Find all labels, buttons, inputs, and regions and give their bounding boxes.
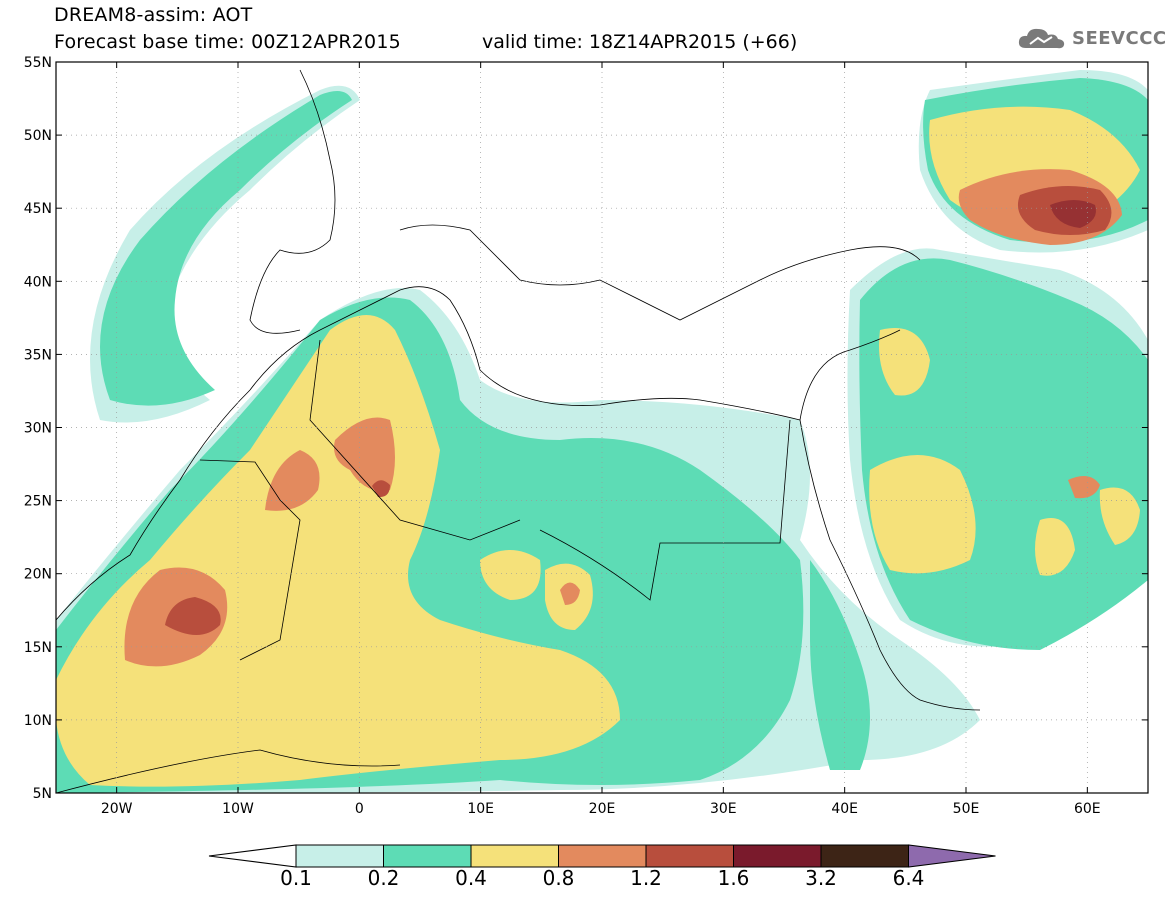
colorbar-high-arrow <box>908 844 996 868</box>
colorbar-label: 0.2 <box>367 866 400 890</box>
colorbar-swatch <box>645 844 734 868</box>
aot-level-0.4 <box>56 106 1140 787</box>
lat-label: 45N <box>24 201 52 217</box>
lat-label: 20N <box>24 567 52 583</box>
colorbar-swatch <box>383 844 472 868</box>
colorbar-swatch <box>470 844 559 868</box>
colorbar-swatch <box>820 844 909 868</box>
lon-label: 50E <box>953 801 980 817</box>
lat-label: 30N <box>24 421 52 437</box>
graticule <box>56 62 1148 793</box>
lon-label: 30E <box>710 801 737 817</box>
lon-label: 10E <box>467 801 494 817</box>
lon-label: 0 <box>355 801 364 817</box>
logo-text: SEEVCCC <box>1072 28 1165 49</box>
lat-label: 55N <box>24 55 52 71</box>
colorbar-label: 1.6 <box>717 866 750 890</box>
lon-label: 20E <box>589 801 616 817</box>
coastlines <box>56 69 981 793</box>
lat-label: 25N <box>24 494 52 510</box>
colorbar-label: 0.8 <box>542 866 575 890</box>
lat-label: 50N <box>24 128 52 144</box>
lat-label: 5N <box>33 786 52 802</box>
seevccc-logo: SEEVCCC <box>1016 24 1165 54</box>
lon-label: 60E <box>1074 801 1101 817</box>
colorbar-swatch <box>558 844 647 868</box>
axis-ticks <box>56 61 1148 794</box>
colorbar <box>208 844 996 868</box>
lon-label: 40E <box>831 801 858 817</box>
colorbar-label: 0.1 <box>280 866 312 890</box>
lon-label: 10W <box>222 801 254 817</box>
colorbar-label: 0.4 <box>455 866 487 890</box>
longitude-labels: 20W 10W 0 10E 20E 30E 40E 50E 60E <box>101 801 1101 817</box>
lat-label: 35N <box>24 347 52 363</box>
aot-field <box>56 70 1148 793</box>
colorbar-swatch <box>733 844 822 868</box>
colorbar-label: 6.4 <box>892 866 925 890</box>
lat-label: 15N <box>24 640 52 656</box>
lon-label: 20W <box>101 801 133 817</box>
lat-label: 10N <box>24 713 52 729</box>
cloud-icon <box>1018 28 1065 49</box>
lat-label: 40N <box>24 274 52 290</box>
forecast-base-time: Forecast base time: 00Z12APR2015 <box>54 31 401 53</box>
colorbar-low-arrow <box>208 844 297 868</box>
colorbar-label: 1.2 <box>630 866 662 890</box>
latitude-labels: 55N 50N 45N 40N 35N 30N 25N 20N 15N 10N 5N <box>24 55 52 802</box>
map-title: DREAM8-assim: AOT <box>54 4 253 26</box>
colorbar-swatch <box>295 844 384 868</box>
aot-level-1.6 <box>1050 200 1096 228</box>
colorbar-label: 3.2 <box>805 866 837 890</box>
valid-time: valid time: 18Z14APR2015 (+66) <box>482 31 798 53</box>
